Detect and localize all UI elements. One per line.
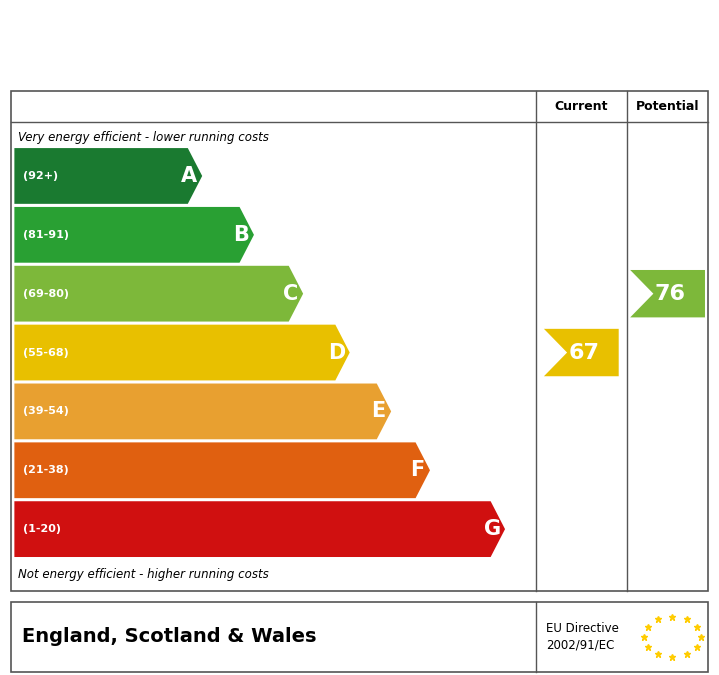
Text: Energy Efficiency Rating: Energy Efficiency Rating [18,30,420,57]
Text: E: E [371,402,385,421]
Polygon shape [14,207,254,263]
Text: Very energy efficient - lower running costs: Very energy efficient - lower running co… [18,131,269,144]
Text: G: G [483,519,500,539]
Polygon shape [544,329,618,376]
Polygon shape [14,502,505,557]
Text: D: D [328,342,345,362]
Text: 76: 76 [654,284,685,304]
Text: (21-38): (21-38) [23,465,69,475]
Text: (81-91): (81-91) [23,230,69,240]
Text: (39-54): (39-54) [23,406,69,416]
Text: Not energy efficient - higher running costs: Not energy efficient - higher running co… [18,568,269,580]
Text: (69-80): (69-80) [23,289,69,298]
Polygon shape [630,270,705,317]
Text: F: F [410,460,424,481]
Polygon shape [14,148,202,204]
Text: 67: 67 [568,342,599,362]
Polygon shape [14,325,349,381]
Polygon shape [14,383,391,439]
Text: (92+): (92+) [23,171,58,181]
Text: EU Directive
2002/91/EC: EU Directive 2002/91/EC [546,622,619,652]
Text: C: C [283,284,298,304]
Text: (55-68): (55-68) [23,348,69,358]
Text: England, Scotland & Wales: England, Scotland & Wales [22,627,316,647]
Text: A: A [181,166,197,186]
Text: B: B [233,225,249,245]
Polygon shape [14,442,430,498]
Text: Potential: Potential [636,101,700,113]
Text: (1-20): (1-20) [23,524,61,534]
Polygon shape [14,266,303,321]
Text: Current: Current [554,101,608,113]
